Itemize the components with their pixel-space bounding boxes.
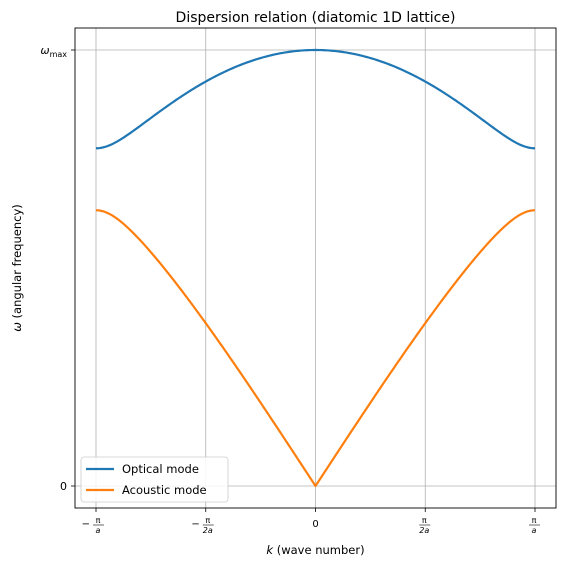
y-axis-variable: ω bbox=[10, 322, 24, 332]
x-tick-label: 0 bbox=[312, 519, 318, 530]
legend-label: Acoustic mode bbox=[122, 483, 207, 497]
x-tick-denominator: 2a bbox=[203, 526, 213, 535]
x-tick-label: πa bbox=[529, 516, 541, 535]
x-tick-label: π2a bbox=[419, 516, 431, 535]
chart-title: Dispersion relation (diatomic 1D lattice… bbox=[176, 10, 456, 26]
y-tick-label: 0 bbox=[60, 480, 67, 493]
y-axis-label: ω (angular frequency) bbox=[10, 204, 24, 332]
x-tick-denominator: a bbox=[96, 526, 101, 535]
y-tick-label: ωmax bbox=[40, 44, 67, 59]
legend: Optical mode Acoustic mode bbox=[80, 456, 229, 503]
x-tick-label: − πa bbox=[82, 516, 104, 535]
x-tick-zero: 0 bbox=[312, 519, 318, 530]
y-axis-label-text: (angular frequency) bbox=[10, 204, 24, 322]
x-tick-sign: − bbox=[191, 519, 199, 530]
x-axis-label: k (wave number) bbox=[266, 543, 364, 557]
x-tick-label: − π2a bbox=[191, 516, 214, 535]
series-line-acoustic bbox=[95, 209, 536, 488]
x-tick-numerator: π bbox=[532, 516, 537, 525]
x-axis-label-text: (wave number) bbox=[273, 543, 365, 557]
series-lines bbox=[95, 48, 536, 488]
x-tick-denominator: 2a bbox=[419, 526, 429, 535]
x-tick-numerator: π bbox=[205, 516, 210, 525]
legend-box bbox=[80, 456, 229, 503]
series-line-optical bbox=[95, 48, 536, 150]
legend-label: Optical mode bbox=[122, 462, 199, 476]
x-tick-numerator: π bbox=[422, 516, 427, 525]
x-tick-sign: − bbox=[82, 519, 90, 530]
x-axis-variable: k bbox=[266, 543, 274, 557]
x-tick-denominator: a bbox=[532, 526, 537, 535]
x-tick-numerator: π bbox=[96, 516, 101, 525]
y-axis-ticks: 0 ωmax bbox=[40, 44, 75, 493]
